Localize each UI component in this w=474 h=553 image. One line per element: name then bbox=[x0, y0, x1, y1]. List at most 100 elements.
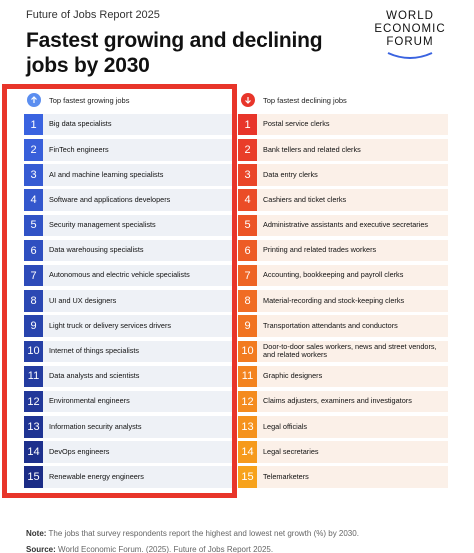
highlight-frame bbox=[2, 84, 237, 498]
declining-job-label: Accounting, bookkeeping and payroll cler… bbox=[257, 264, 448, 287]
declining-jobs-header: Top fastest declining jobs bbox=[238, 88, 448, 112]
declining-row: 1 Postal service clerks bbox=[238, 112, 448, 137]
declining-row: 14 Legal secretaries bbox=[238, 439, 448, 464]
growing-job-label: Data analysts and scientists bbox=[43, 365, 234, 388]
growing-row: 8 UI and UX designers bbox=[24, 288, 234, 313]
growing-row: 12 Environmental engineers bbox=[24, 389, 234, 414]
growing-rank: 15 bbox=[24, 466, 43, 488]
growing-row: 6 Data warehousing specialists bbox=[24, 238, 234, 263]
declining-job-label: Legal officials bbox=[257, 416, 448, 438]
growing-rank: 1 bbox=[24, 113, 43, 136]
source-text: World Economic Forum. (2025). Future of … bbox=[58, 545, 274, 553]
growing-job-label: Information security analysts bbox=[43, 416, 234, 438]
declining-jobs-list: 1 Postal service clerks 2 Bank tellers and … bbox=[238, 112, 448, 490]
declining-rank: 8 bbox=[238, 290, 257, 312]
page-title: Fastest growing and declining jobs by 20… bbox=[26, 29, 323, 77]
declining-row: 5 Administrative assistants and executive… bbox=[238, 213, 448, 238]
growing-row: 7 Autonomous and electric vehicle special… bbox=[24, 263, 234, 288]
declining-job-label: Telemarketers bbox=[257, 466, 448, 488]
declining-rank: 11 bbox=[238, 365, 257, 388]
logo-line-2: ECONOMIC bbox=[374, 23, 446, 35]
declining-row: 7 Accounting, bookkeeping and payroll cle… bbox=[238, 263, 448, 288]
growing-jobs-header: Top fastest growing jobs bbox=[24, 88, 234, 112]
growing-job-label: DevOps engineers bbox=[43, 441, 234, 463]
growing-row: 9 Light truck or delivery services driver… bbox=[24, 314, 234, 339]
declining-job-label: Administrative assistants and executive … bbox=[257, 214, 448, 237]
declining-row: 10 Door-to-door sales workers, news and s… bbox=[238, 339, 448, 364]
growing-row: 10 Internet of things specialists bbox=[24, 339, 234, 364]
growing-job-label: Environmental engineers bbox=[43, 390, 234, 413]
growing-jobs-list: 1 Big data specialists 2 FinTech engineers 3… bbox=[24, 112, 234, 490]
logo-line-3: FORUM bbox=[386, 36, 434, 48]
growing-job-label: Big data specialists bbox=[43, 113, 234, 136]
growing-rank: 3 bbox=[24, 164, 43, 186]
declining-job-label: Data entry clerks bbox=[257, 164, 448, 186]
growing-rank: 2 bbox=[24, 139, 43, 161]
source-line: Source: World Economic Forum. (2025). Fu… bbox=[26, 545, 273, 553]
declining-job-label: Cashiers and ticket clerks bbox=[257, 189, 448, 211]
note-text: The jobs that survey respondents report … bbox=[48, 529, 359, 538]
declining-job-label: Door-to-door sales workers, news and str… bbox=[257, 340, 448, 363]
declining-jobs-heading: Top fastest declining jobs bbox=[263, 95, 347, 105]
growing-rank: 9 bbox=[24, 315, 43, 337]
declining-row: 11 Graphic designers bbox=[238, 364, 448, 389]
growing-jobs-heading: Top fastest growing jobs bbox=[49, 95, 130, 105]
note-label: Note: bbox=[26, 529, 47, 538]
declining-rank: 4 bbox=[238, 189, 257, 211]
growing-rank: 5 bbox=[24, 214, 43, 237]
declining-jobs-column: Top fastest declining jobs 1 Postal servi… bbox=[238, 88, 448, 490]
growing-job-label: Security management specialists bbox=[43, 214, 234, 237]
declining-rank: 2 bbox=[238, 139, 257, 161]
growing-rank: 10 bbox=[24, 340, 43, 363]
declining-rank: 7 bbox=[238, 264, 257, 287]
declining-rank: 1 bbox=[238, 113, 257, 136]
declining-rank: 9 bbox=[238, 315, 257, 337]
growing-row: 2 FinTech engineers bbox=[24, 137, 234, 162]
growing-row: 14 DevOps engineers bbox=[24, 439, 234, 464]
growing-rank: 11 bbox=[24, 365, 43, 388]
footnote: Note: The jobs that survey respondents r… bbox=[26, 529, 359, 538]
growing-job-label: Renewable energy engineers bbox=[43, 466, 234, 488]
wef-logo: WORLD ECONOMIC FORUM bbox=[360, 10, 460, 66]
growing-row: 1 Big data specialists bbox=[24, 112, 234, 137]
declining-row: 6 Printing and related trades workers bbox=[238, 238, 448, 263]
declining-row: 12 Claims adjusters, examiners and invest… bbox=[238, 389, 448, 414]
growing-rank: 8 bbox=[24, 290, 43, 312]
declining-rank: 14 bbox=[238, 441, 257, 463]
growing-jobs-column: Top fastest growing jobs 1 Big data speci… bbox=[24, 88, 234, 490]
growing-job-label: Light truck or delivery services drivers bbox=[43, 315, 234, 337]
declining-rank: 3 bbox=[238, 164, 257, 186]
declining-row: 2 Bank tellers and related clerks bbox=[238, 137, 448, 162]
growing-rank: 4 bbox=[24, 189, 43, 211]
growing-job-label: Autonomous and electric vehicle speciali… bbox=[43, 264, 234, 287]
growing-rank: 13 bbox=[24, 416, 43, 438]
growing-row: 15 Renewable energy engineers bbox=[24, 465, 234, 490]
declining-row: 4 Cashiers and ticket clerks bbox=[238, 188, 448, 213]
growing-rank: 14 bbox=[24, 441, 43, 463]
declining-row: 15 Telemarketers bbox=[238, 465, 448, 490]
declining-job-label: Printing and related trades workers bbox=[257, 239, 448, 262]
declining-row: 8 Material-recording and stock-keeping cl… bbox=[238, 288, 448, 313]
declining-rank: 12 bbox=[238, 390, 257, 413]
declining-job-label: Legal secretaries bbox=[257, 441, 448, 463]
declining-rank: 15 bbox=[238, 466, 257, 488]
declining-row: 13 Legal officials bbox=[238, 414, 448, 439]
declining-job-label: Postal service clerks bbox=[257, 113, 448, 136]
growing-job-label: Software and applications developers bbox=[43, 189, 234, 211]
growing-row: 5 Security management specialists bbox=[24, 213, 234, 238]
report-subtitle: Future of Jobs Report 2025 bbox=[26, 9, 160, 21]
declining-job-label: Material-recording and stock-keeping cle… bbox=[257, 290, 448, 312]
logo-line-1: WORLD bbox=[386, 10, 434, 22]
growing-job-label: FinTech engineers bbox=[43, 139, 234, 161]
declining-row: 3 Data entry clerks bbox=[238, 162, 448, 187]
growing-row: 3 AI and machine learning specialists bbox=[24, 162, 234, 187]
arrow-up-icon bbox=[27, 93, 41, 107]
growing-rank: 6 bbox=[24, 239, 43, 262]
declining-rank: 10 bbox=[238, 340, 257, 363]
growing-job-label: AI and machine learning specialists bbox=[43, 164, 234, 186]
growing-rank: 7 bbox=[24, 264, 43, 287]
growing-job-label: Data warehousing specialists bbox=[43, 239, 234, 262]
arrow-down-icon bbox=[241, 93, 255, 107]
declining-job-label: Claims adjusters, examiners and investig… bbox=[257, 390, 448, 413]
declining-job-label: Bank tellers and related clerks bbox=[257, 139, 448, 161]
